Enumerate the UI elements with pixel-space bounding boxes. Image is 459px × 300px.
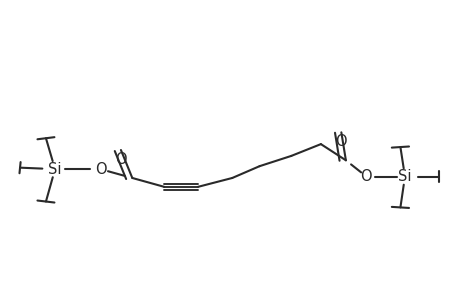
Text: O: O: [360, 169, 371, 184]
Text: O: O: [335, 134, 347, 149]
Text: Si: Si: [48, 162, 62, 177]
Text: O: O: [95, 162, 106, 177]
Text: O: O: [115, 152, 127, 167]
Text: Si: Si: [397, 169, 411, 184]
